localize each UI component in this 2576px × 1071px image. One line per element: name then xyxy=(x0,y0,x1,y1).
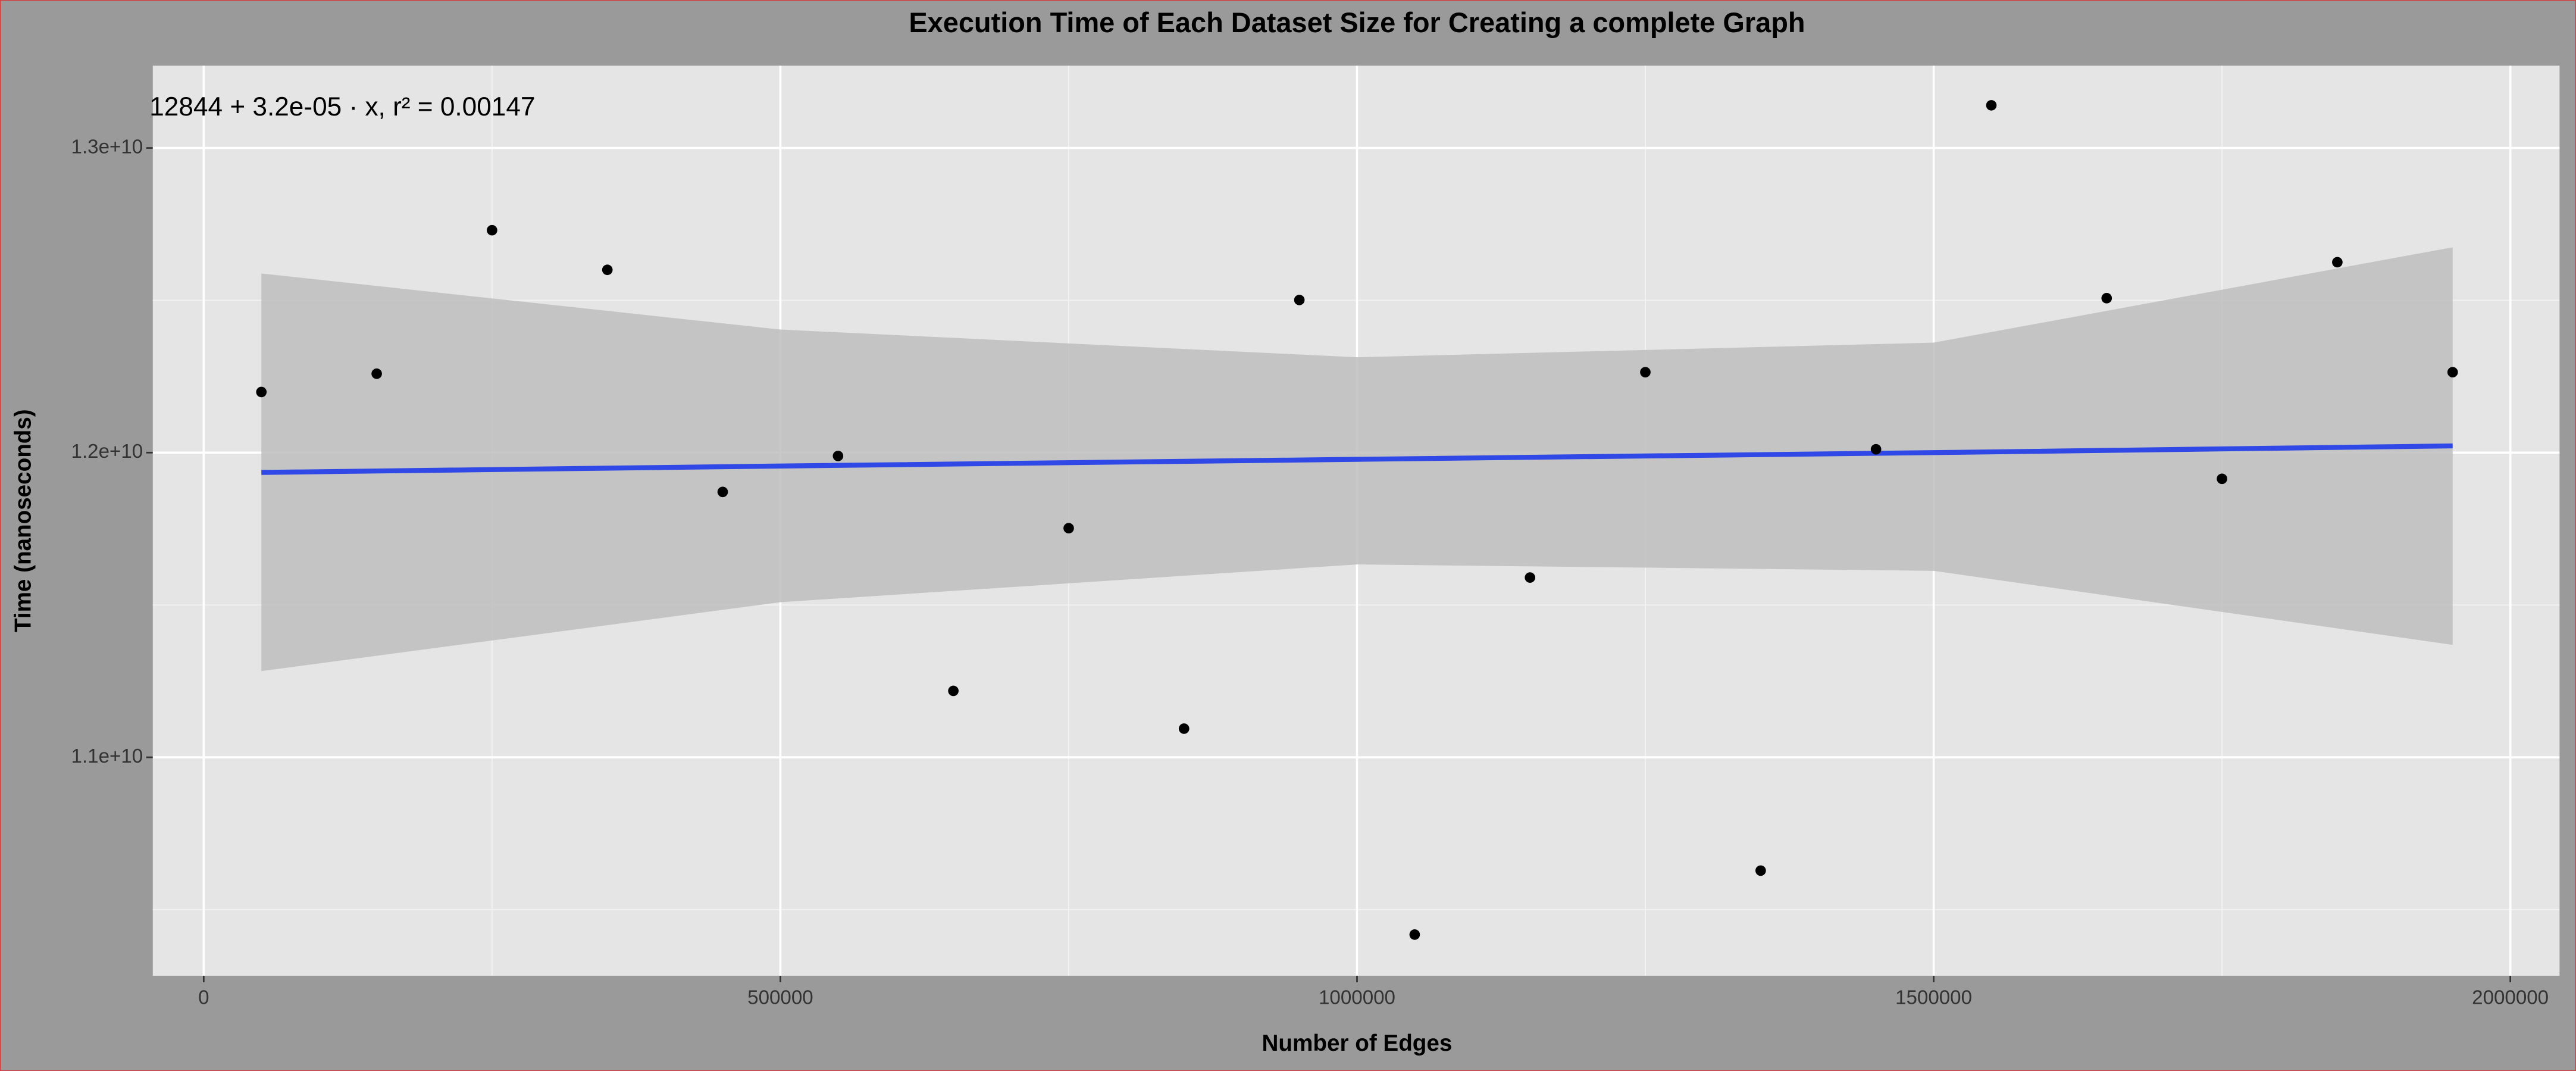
point xyxy=(256,386,267,398)
x-axis-label: Number of Edges xyxy=(1262,1031,1453,1056)
point xyxy=(2332,257,2343,268)
point xyxy=(1178,723,1190,734)
point xyxy=(487,224,497,236)
point xyxy=(2101,293,2112,304)
point xyxy=(1870,444,1882,455)
point xyxy=(602,264,613,276)
point xyxy=(1986,100,1997,111)
annotation: 12844 + 3.2e-05 · x, r² = 0.00147 xyxy=(149,92,535,121)
chart-title: Execution Time of Each Dataset Size for … xyxy=(909,7,1805,38)
point xyxy=(1063,523,1074,534)
x-tick-label: 1000000 xyxy=(1319,986,1395,1008)
y-axis-label: Time (nanoseconds) xyxy=(11,409,36,632)
marks xyxy=(256,100,2458,940)
point xyxy=(1640,367,1651,378)
point xyxy=(1755,865,1766,876)
point xyxy=(1409,929,1420,940)
y-tick-label: 1.2e+10 xyxy=(71,441,143,463)
point xyxy=(1294,295,1305,305)
point xyxy=(1525,572,1536,583)
y-tick-label: 1.3e+10 xyxy=(71,136,143,158)
x-tick-label: 2000000 xyxy=(2472,986,2549,1008)
x-tick-label: 1500000 xyxy=(1895,986,1972,1008)
point xyxy=(2447,367,2458,378)
y-tick-label: 1.1e+10 xyxy=(71,745,143,767)
x-tick-label: 500000 xyxy=(747,986,813,1008)
point xyxy=(717,486,728,498)
point xyxy=(2217,473,2227,485)
point xyxy=(371,368,382,379)
point xyxy=(948,685,959,697)
fit-line xyxy=(261,443,2453,475)
point xyxy=(832,451,844,461)
x-tick-label: 0 xyxy=(198,986,209,1008)
